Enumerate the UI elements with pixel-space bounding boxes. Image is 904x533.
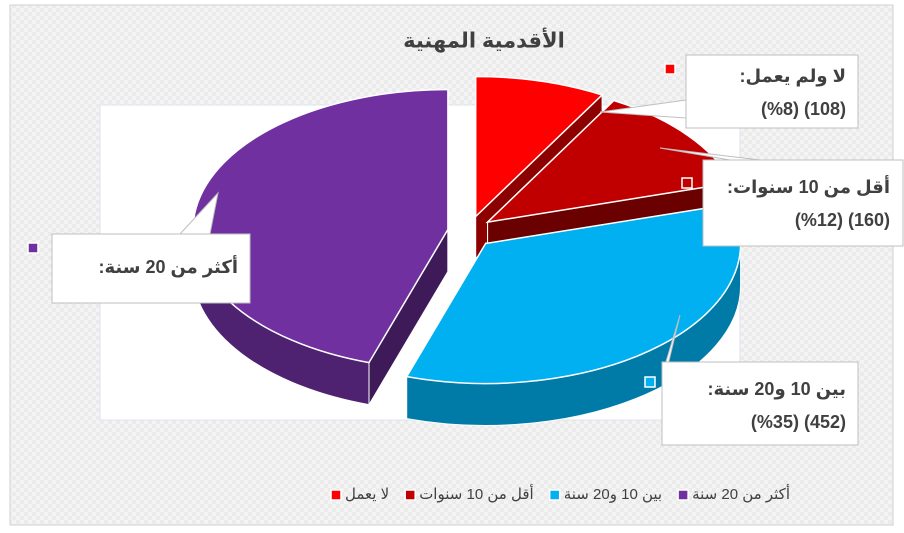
legend-key: [330, 489, 342, 501]
legend-label: أكثر من 20 سنة: [692, 484, 790, 503]
legend-key: [677, 489, 689, 501]
pie-slice: [192, 88, 449, 364]
data-label-value: (108) (%8): [761, 99, 846, 119]
data-label-value: (160) (%12): [795, 210, 890, 230]
data-label-name: أقل من 10 سنوات:: [727, 175, 890, 198]
callout-key: [27, 242, 39, 254]
legend-key: [548, 489, 561, 501]
callouts: لا ولم يعمل: (108) (%8) أقل من 10 سنوات: (1…: [27, 54, 904, 446]
callout-key: [644, 376, 656, 388]
pie-slice: [474, 75, 604, 219]
callout-box: [702, 159, 904, 247]
data-label-name: بين 10 و20 سنة:: [707, 379, 846, 400]
chart-title: الأقدمية المهنية: [403, 27, 565, 53]
callout-box: [661, 361, 859, 446]
data-label-name: أكثر من 20 سنة:: [98, 255, 238, 278]
callout-key: [664, 63, 676, 75]
legend-label: بين 10 و20 سنة: [564, 486, 662, 503]
callout-box: [685, 54, 859, 129]
pie: [192, 75, 742, 426]
callout-box: [51, 233, 251, 304]
legend-key: [404, 489, 416, 501]
data-label-value: (452) (%35): [751, 412, 846, 432]
callout-key: [681, 177, 693, 189]
legend-label: لا يعمل: [345, 486, 389, 503]
data-label-name: لا ولم يعمل:: [739, 66, 846, 87]
legend: أكثر من 20 سنة بين 10 و20 سنة أقل من 10 سن…: [330, 484, 790, 503]
legend-label: أقل من 10 سنوات: [419, 484, 534, 503]
